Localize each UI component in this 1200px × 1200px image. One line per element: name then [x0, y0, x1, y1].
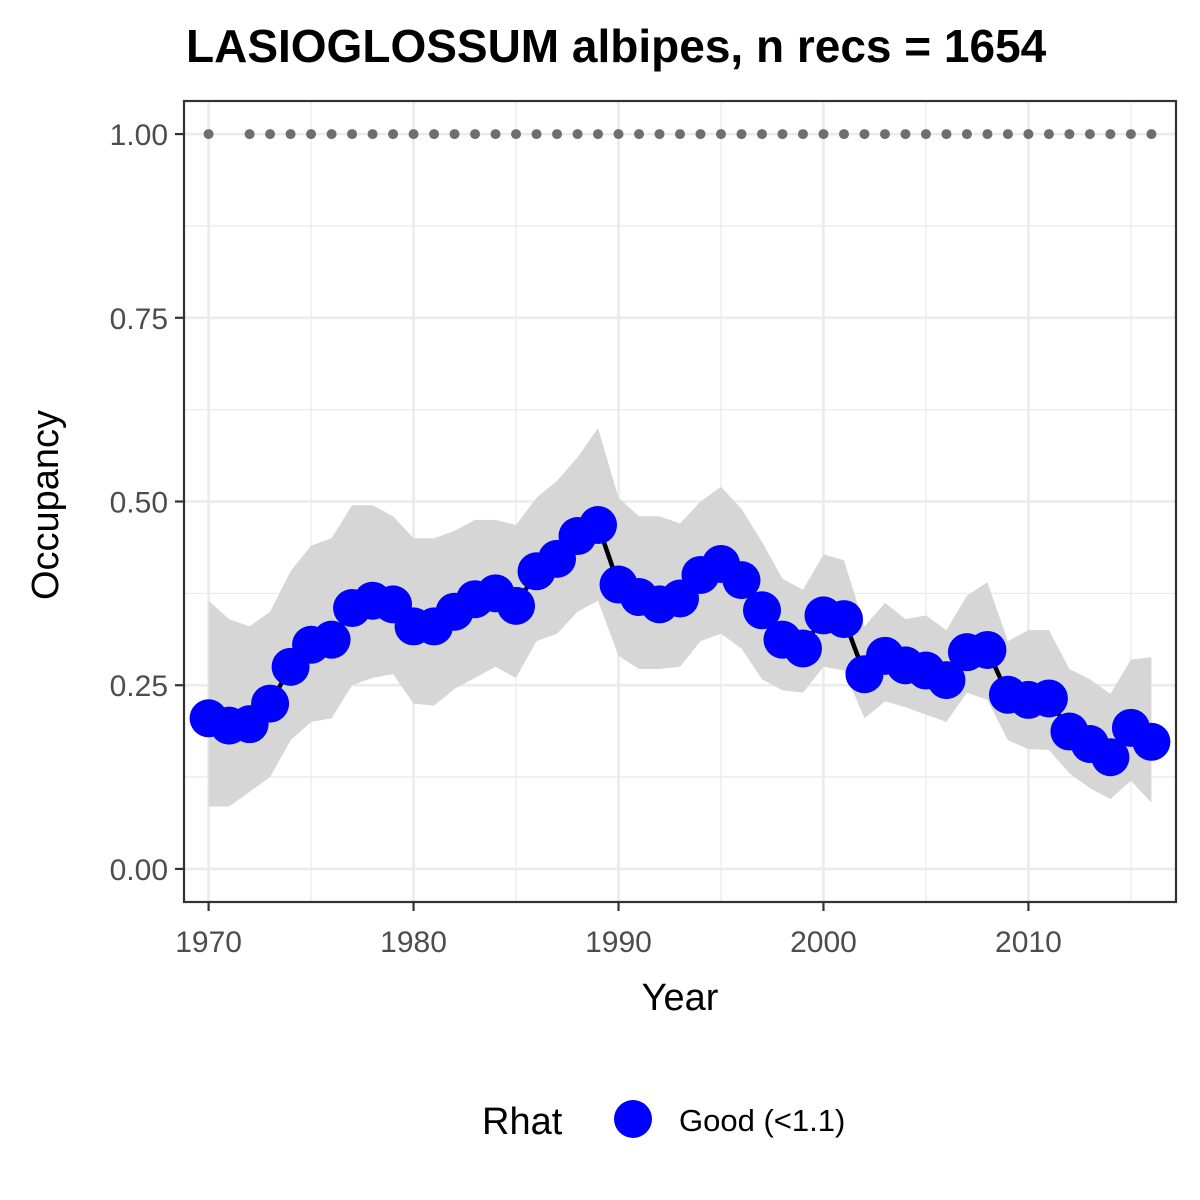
- record-dot-2013: [1084, 129, 1095, 140]
- data-point-2001: [824, 600, 863, 639]
- record-dot-2007: [961, 129, 972, 140]
- x-tick-label: 1980: [380, 926, 447, 959]
- record-dot-2000: [818, 129, 829, 140]
- grid-major: [184, 101, 1176, 902]
- record-dot-1986: [531, 129, 542, 140]
- record-dot-1987: [552, 129, 563, 140]
- y-axis: 0.00 0.25 0.50 0.75 1.00: [110, 119, 184, 887]
- legend-key-good: [614, 1100, 652, 1138]
- record-dot-1975: [306, 129, 317, 140]
- record-dot-1995: [715, 129, 726, 140]
- x-tick-label: 2010: [995, 926, 1062, 959]
- record-dot-1989: [593, 129, 604, 140]
- record-dot-1983: [470, 129, 481, 140]
- data-point-1985: [497, 586, 536, 625]
- data-point-2008: [968, 630, 1007, 669]
- record-dot-2005: [920, 129, 931, 140]
- record-dot-1981: [429, 129, 440, 140]
- record-dot-2010: [1023, 129, 1034, 140]
- record-dot-1990: [613, 129, 624, 140]
- record-dot-1988: [572, 129, 583, 140]
- legend-title: Rhat: [482, 1101, 563, 1143]
- record-dot-1998: [777, 129, 788, 140]
- y-tick-label: 0.50: [110, 487, 168, 520]
- record-dot-1978: [367, 129, 378, 140]
- record-dot-1984: [490, 129, 501, 140]
- data-point-1997: [742, 591, 781, 630]
- data-point-1999: [783, 629, 822, 668]
- record-dot-2006: [941, 129, 952, 140]
- record-dot-2004: [900, 129, 911, 140]
- x-tick-label: 1990: [585, 926, 652, 959]
- data-point-1989: [579, 506, 618, 545]
- record-year-dots: [203, 129, 1157, 140]
- record-dot-2002: [859, 129, 870, 140]
- record-dot-2003: [879, 129, 890, 140]
- y-tick-label: 0.00: [110, 854, 168, 887]
- record-dot-2008: [982, 129, 993, 140]
- record-dot-2009: [1002, 129, 1013, 140]
- record-dot-2011: [1043, 129, 1054, 140]
- record-dot-1992: [654, 129, 665, 140]
- chart-title: LASIOGLOSSUM albipes, n recs = 1654: [186, 20, 1047, 72]
- record-dot-1996: [736, 129, 747, 140]
- legend: Rhat Good (<1.1): [482, 1100, 845, 1143]
- y-axis-label: Occupancy: [25, 410, 67, 600]
- record-dot-1973: [265, 129, 276, 140]
- record-dot-1993: [675, 129, 685, 140]
- record-dot-1976: [326, 129, 337, 140]
- record-dot-1979: [388, 129, 399, 140]
- data-point-1976: [312, 620, 351, 659]
- y-tick-label: 1.00: [110, 119, 168, 152]
- data-point-2016: [1132, 722, 1171, 761]
- occupancy-points: [189, 506, 1171, 777]
- data-point-1996: [722, 561, 761, 600]
- record-dot-1974: [285, 129, 296, 140]
- record-dot-1999: [797, 129, 808, 140]
- x-axis-label: Year: [642, 977, 719, 1019]
- record-dot-1997: [756, 129, 767, 140]
- record-dot-1980: [408, 129, 419, 140]
- record-dot-2001: [838, 129, 849, 140]
- record-dot-2012: [1064, 129, 1075, 140]
- record-dot-1991: [634, 129, 645, 140]
- record-dot-2015: [1125, 129, 1136, 140]
- data-point-1973: [251, 684, 290, 723]
- x-tick-label: 2000: [790, 926, 857, 959]
- record-dot-1977: [347, 129, 358, 140]
- x-tick-label: 1970: [175, 926, 242, 959]
- record-dot-1982: [449, 129, 460, 140]
- record-dot-2014: [1105, 129, 1116, 140]
- data-point-2011: [1029, 679, 1068, 718]
- record-dot-2016: [1146, 129, 1157, 140]
- x-axis: 1970 1980 1990 2000 2010: [175, 902, 1062, 959]
- record-dot-1985: [511, 129, 522, 140]
- y-tick-label: 0.25: [110, 670, 168, 703]
- legend-label-good: Good (<1.1): [679, 1103, 845, 1138]
- record-dot-1994: [695, 129, 706, 140]
- y-tick-label: 0.75: [110, 303, 168, 336]
- record-dot-1970: [203, 129, 214, 140]
- data-point-2006: [927, 661, 966, 700]
- data-point-2014: [1091, 738, 1130, 777]
- record-dot-1972: [244, 129, 255, 140]
